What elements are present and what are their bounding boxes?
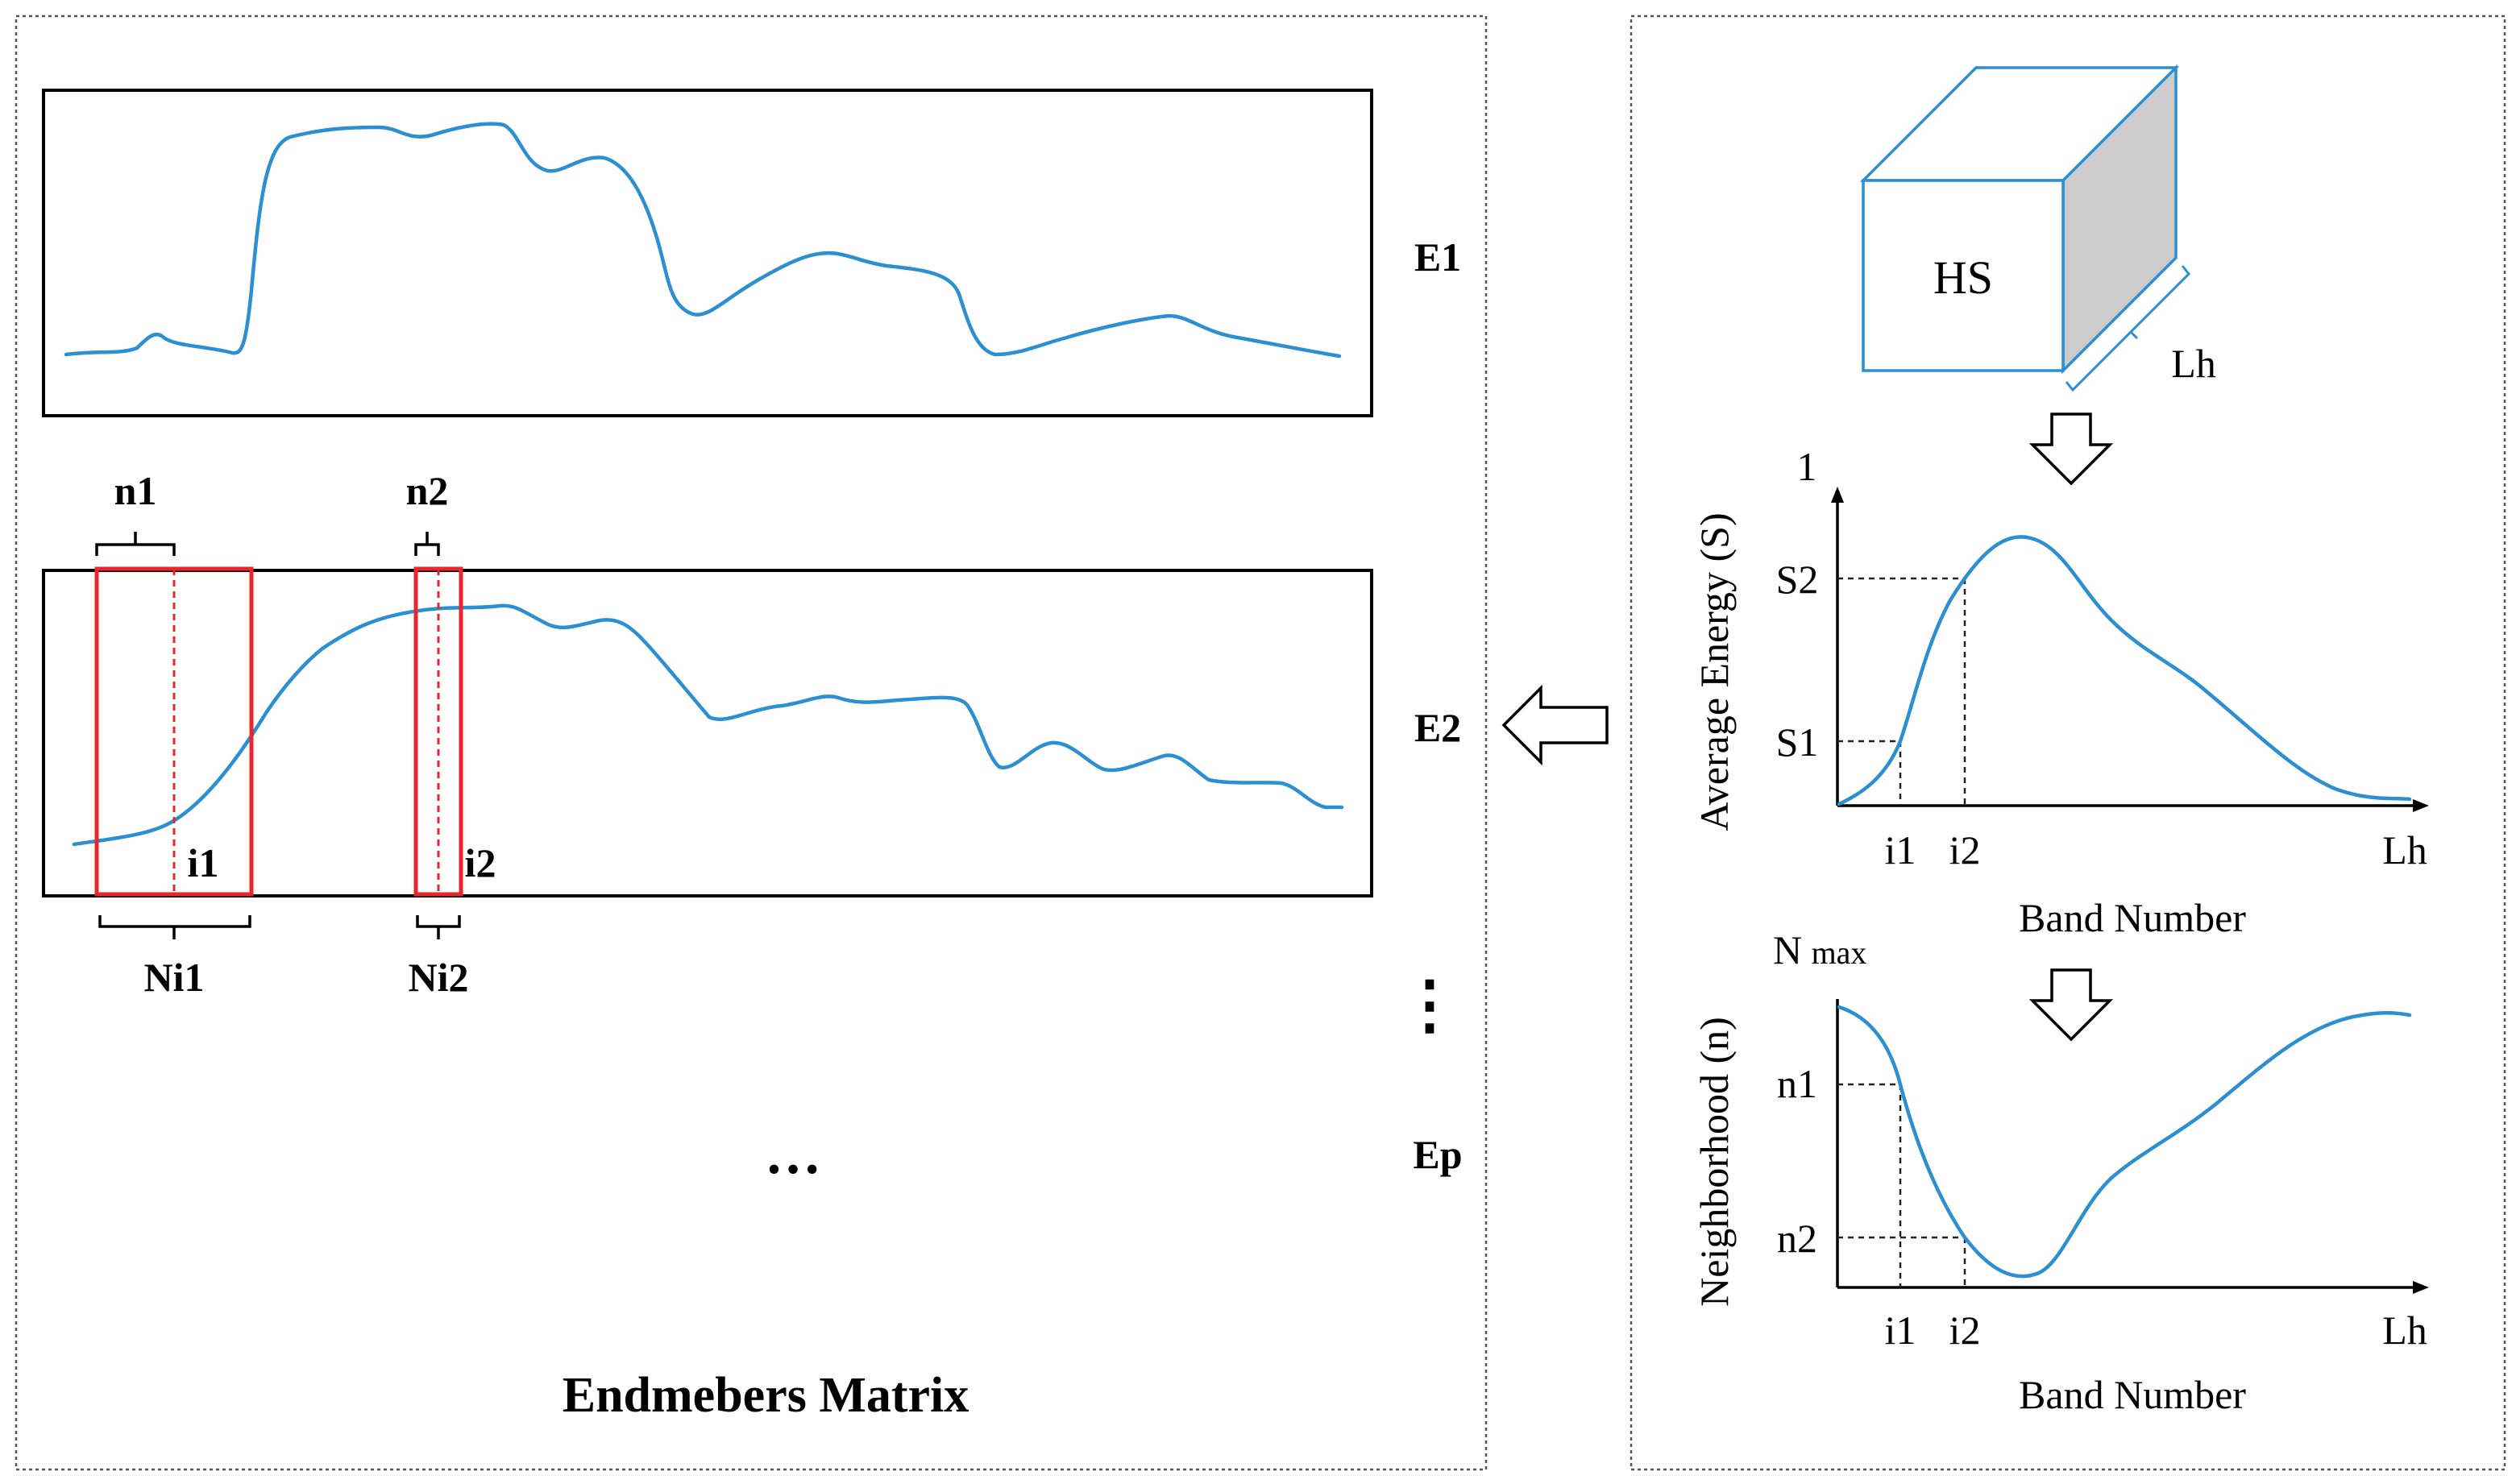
neighborhood-curve [1837, 1005, 2412, 1279]
cube-front-face [1862, 179, 2065, 372]
ni2-label: Ni2 [409, 955, 469, 1000]
n2-brace [414, 532, 440, 556]
e1-spectrum-box [42, 89, 1373, 417]
hs-cube [1859, 64, 2191, 392]
e2-spectrum-box [42, 569, 1373, 897]
energy-xlabel: Band Number [2019, 895, 2246, 940]
energy-plot [1831, 487, 2429, 812]
neighborhood-lh-label: Lh [2382, 1308, 2427, 1353]
matrix-title: Endmebers Matrix [563, 1368, 969, 1423]
energy-ymax-label: 1 [1797, 444, 1817, 489]
e2-label: E2 [1414, 705, 1461, 750]
nmax-label-main: N [1773, 927, 1802, 972]
energy-y-arrowhead [1831, 487, 1844, 503]
down-arrow-icon-2 [2028, 968, 2114, 1042]
nmax-label-sub: max [1812, 935, 1867, 971]
n2-label: n2 [406, 468, 449, 513]
e2-spectrum-curve [72, 603, 1344, 847]
neighborhood-n1-label: n1 [1777, 1061, 1817, 1106]
energy-lh-label: Lh [2382, 827, 2427, 873]
endmembers-panel [15, 15, 1488, 1471]
ni2-brace [416, 915, 461, 939]
cube-dimension-label: Lh [2171, 341, 2216, 386]
e1-spectrum-curve [64, 122, 1342, 359]
energy-i2-label: i2 [1949, 827, 1981, 873]
horizontal-ellipsis: … [765, 1124, 821, 1186]
e1-label: E1 [1414, 234, 1461, 280]
cube-label: HS [1933, 251, 1993, 304]
ep-label: Ep [1413, 1132, 1462, 1177]
down-arrow-icon-1 [2028, 412, 2114, 486]
energy-ylabel: Average Energy (S) [1692, 512, 1737, 831]
energy-i1-label: i1 [1885, 827, 1916, 873]
n1-label: n1 [114, 468, 157, 513]
n1-brace [95, 532, 176, 556]
neighborhood-plot [1836, 999, 2429, 1294]
neighborhood-i1-label: i1 [1885, 1308, 1916, 1353]
ni1-label: Ni1 [144, 955, 205, 1000]
i1-label: i1 [188, 840, 219, 885]
s1-label: S1 [1776, 719, 1819, 765]
vertical-ellipsis: ⋮ [1397, 970, 1462, 1041]
neighborhood-x-arrowhead [2413, 1281, 2429, 1294]
neighborhood-i2-label: i2 [1949, 1308, 1981, 1353]
band-analysis-panel [1630, 15, 2506, 1471]
energy-x-arrowhead [2413, 799, 2429, 812]
neighborhood-ylabel: Neighborhood (n) [1692, 1017, 1737, 1307]
energy-curve [1837, 535, 2412, 806]
i2-label: i2 [465, 840, 496, 885]
neighborhood-n2-label: n2 [1777, 1216, 1817, 1261]
neighborhood-xlabel: Band Number [2019, 1372, 2246, 1417]
cube-depth-tick [2129, 330, 2139, 340]
ni1-brace [98, 915, 251, 939]
left-arrow-icon [1501, 684, 1609, 766]
s2-label: S2 [1776, 557, 1819, 602]
